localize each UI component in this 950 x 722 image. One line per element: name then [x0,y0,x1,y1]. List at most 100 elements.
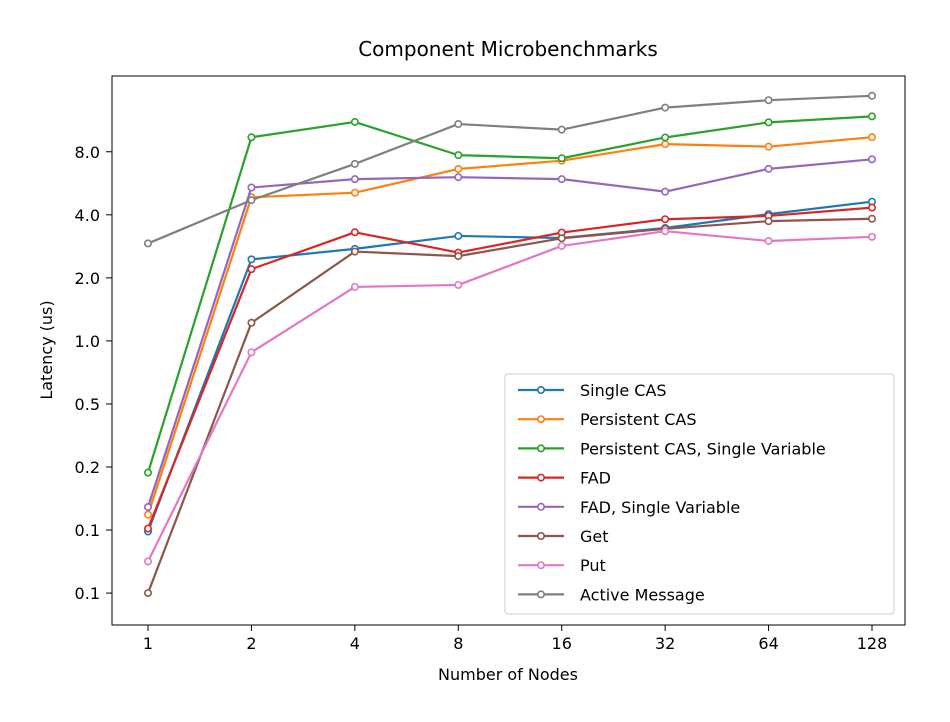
series-7 [144,91,877,248]
data-point [661,215,670,224]
data-point [454,164,463,173]
data-point [144,557,153,566]
data-point [350,188,359,197]
x-tick-label: 64 [758,634,778,653]
x-tick-label: 32 [655,634,675,653]
data-point [661,140,670,149]
data-point [868,232,877,241]
data-point [454,280,463,289]
legend: Single CAS Persistent CAS Persistent CAS, … [504,373,895,615]
data-point [557,234,566,243]
legend-marker [536,444,545,453]
data-point [868,214,877,223]
y-tick-label: 0.2 [75,458,100,477]
x-tick-label: 128 [857,634,888,653]
data-point [144,524,153,533]
data-point [247,183,256,192]
data-point [764,96,773,105]
series-line [147,230,873,562]
series-line [146,136,873,516]
data-point [868,133,877,142]
y-axis-ticks: 0.1 0.1 0.2 0.5 1.0 2.0 4.0 8.0 [75,143,112,603]
chart-title: Component Microbenchmarks [358,37,658,61]
data-point [247,196,256,205]
legend-box [504,373,895,615]
data-point [144,239,153,248]
data-point [350,282,359,291]
data-point [764,142,773,151]
data-point [557,241,566,250]
legend-marker [536,502,545,511]
series-line [146,158,873,508]
data-point [454,231,463,240]
x-tick-label: 4 [350,634,360,653]
legend-marker [536,531,545,540]
legend-marker [536,473,545,482]
data-point [247,265,256,274]
legend-label: Active Message [580,585,705,604]
y-tick-label: 2.0 [75,269,100,288]
plot-frame [111,75,906,626]
y-tick-label: 1.0 [75,332,100,351]
legend-label: FAD, Single Variable [580,498,740,517]
x-tick-label: 16 [552,634,572,653]
data-point [247,133,256,142]
data-point [350,175,359,184]
x-tick-label: 8 [453,634,463,653]
legend-label: Persistent CAS, Single Variable [580,439,826,458]
series-line [147,94,873,245]
data-point [144,503,153,512]
data-point [764,217,773,226]
data-point [868,203,877,212]
data-point [350,247,359,256]
x-axis-label: Number of Nodes [438,665,578,684]
y-tick-label: 4.0 [75,206,100,225]
data-point [661,187,670,196]
series-6 [144,227,877,566]
data-point [247,255,256,264]
data-point [557,125,566,134]
x-tick-label: 1 [143,634,153,653]
x-tick-label: 2 [246,634,256,653]
data-point [661,103,670,112]
series-line [146,217,873,594]
data-point [454,252,463,261]
legend-marker [536,415,545,424]
y-axis-label: Latency (us) [37,300,56,399]
series-4 [144,155,877,512]
legend-label: Persistent CAS [580,410,697,429]
data-point [350,159,359,168]
series-3 [144,203,877,533]
legend-marker [536,590,545,599]
data-point [247,348,256,357]
data-point [868,91,877,100]
data-point [454,120,463,129]
data-point [764,236,773,245]
data-point [764,164,773,173]
data-point [454,151,463,160]
y-tick-label: 0.1 [75,584,100,603]
data-point [144,468,153,477]
series-2 [144,112,877,477]
data-point [868,155,877,164]
x-axis-ticks: 1 2 4 8 16 32 64 128 [143,625,887,653]
legend-label: Put [580,556,606,575]
data-point [350,117,359,126]
data-point [661,133,670,142]
legend-marker [536,385,545,394]
data-point [557,175,566,184]
data-point [764,118,773,127]
legend-label: Single CAS [580,381,667,400]
y-tick-label: 8.0 [75,143,100,162]
legend-marker [536,561,545,570]
plot-area [144,91,877,598]
data-point [868,112,877,121]
legend-label: FAD [580,469,611,488]
data-point [661,227,670,236]
y-tick-label: 0.1 [75,521,100,540]
series-line [146,115,873,473]
legend-label: Get [580,527,609,546]
data-point [350,228,359,237]
data-point [144,589,153,598]
y-tick-label: 0.5 [75,395,100,414]
